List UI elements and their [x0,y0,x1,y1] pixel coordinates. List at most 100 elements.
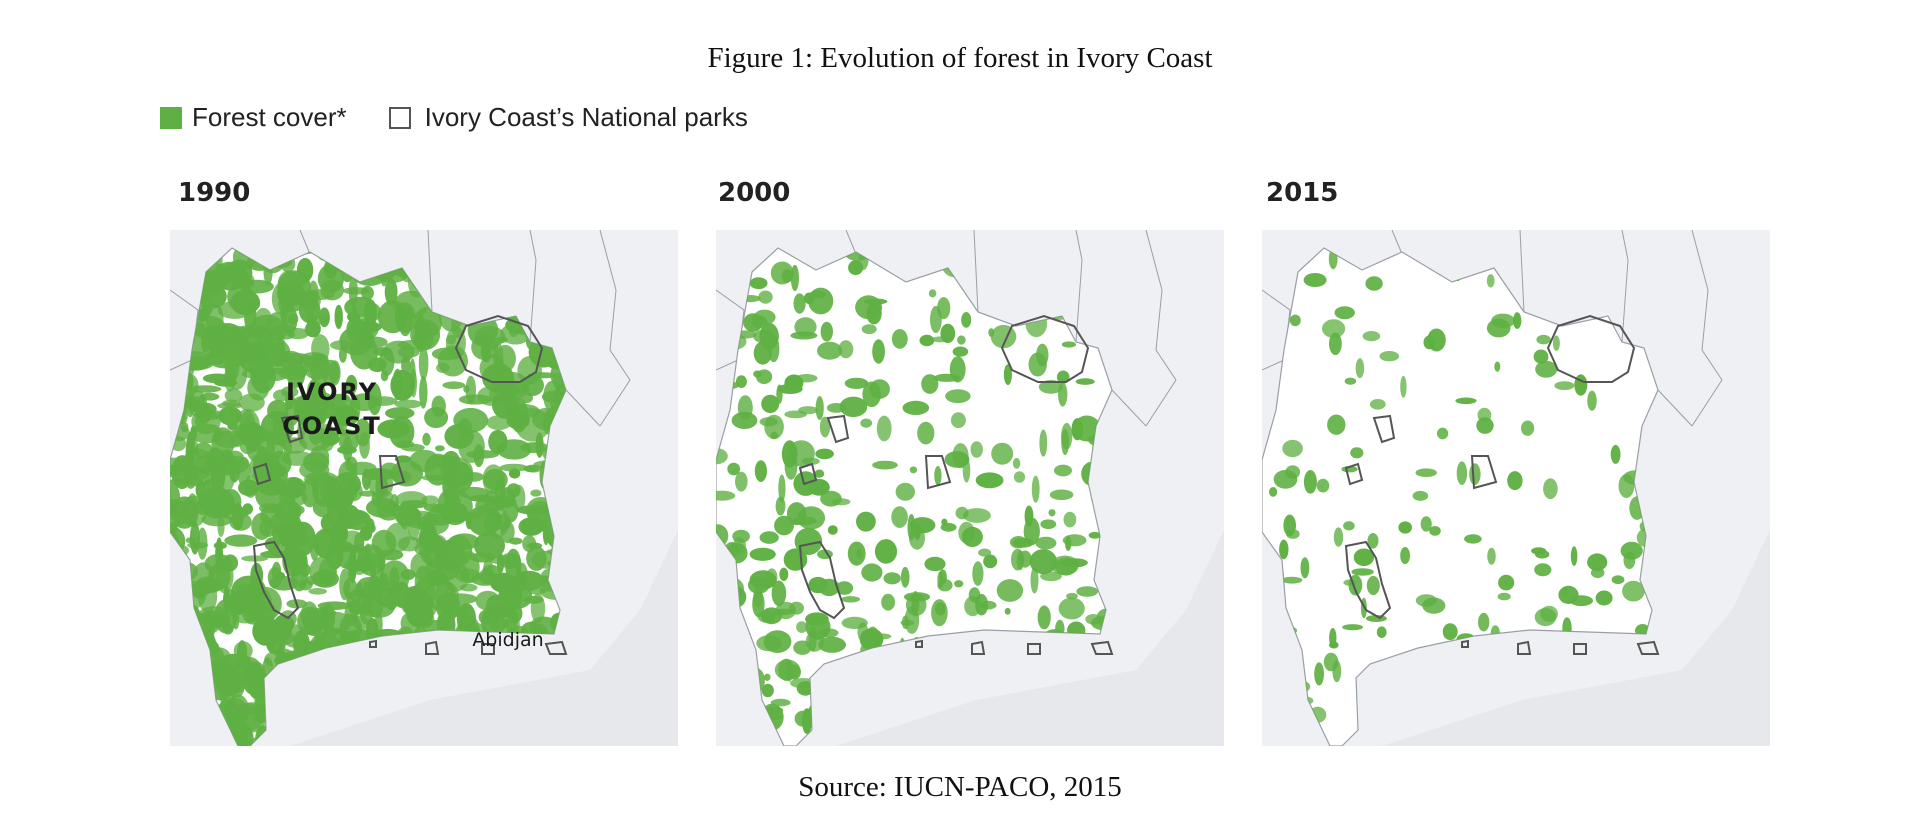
forest-patch [1303,273,1327,287]
forest-patch [413,329,434,351]
legend: Forest cover* Ivory Coast’s National par… [160,102,790,133]
forest-patch [909,517,936,534]
forest-patch [419,376,428,409]
national-park-outline [1573,643,1587,655]
forest-patch [217,516,225,537]
forest-patch [1442,623,1458,641]
forest-patch [444,423,474,449]
forest-patch [1048,509,1056,517]
national-park-outline [1461,639,1469,648]
forest-patch [819,416,831,438]
forest-patch [928,289,937,298]
national-park-outline [1372,414,1396,444]
forest-patch [395,491,428,508]
forest-patch [500,584,533,610]
forest-patch [466,450,500,459]
forest-patch [759,322,779,350]
forest-patch [1610,444,1621,464]
forest-patch [543,380,562,412]
forest-patch [170,457,184,478]
forest-swatch-icon [160,106,182,129]
forest-patch [1039,429,1048,457]
forest-patch [1028,352,1047,377]
forest-patch [970,441,983,458]
national-park-outline [425,640,440,655]
forest-patch [311,473,318,492]
forest-patch [1030,566,1039,594]
forest-patch [440,457,474,488]
forest-patch [1088,531,1101,539]
forest-patch [770,431,778,440]
forest-patch [299,352,329,367]
forest-patch [1009,536,1027,549]
forest-patch [796,621,808,633]
forest-patch [249,451,281,484]
forest-patch [930,305,942,334]
national-park-outline [915,639,923,648]
forest-patch [459,583,478,592]
forest-patch [1023,517,1040,546]
forest-patch [839,396,868,417]
forest-patch [1543,478,1558,500]
forest-patch [338,431,360,451]
forest-patch [1003,364,1012,385]
national-border [1621,230,1629,343]
forest-patch [421,474,445,481]
forest-patch [963,508,991,523]
forest-patch [881,593,895,611]
forest-patch [788,664,801,680]
forest-patch [431,395,446,417]
forest-patch [339,530,365,553]
forest-patch [350,335,378,370]
forest-patch [442,381,466,389]
forest-patch [1507,471,1523,491]
forest-patch [195,479,205,500]
forest-patch [1531,547,1547,555]
forest-patch [543,410,552,435]
forest-patch [508,537,523,545]
forest-patch [1455,397,1477,405]
forest-patch [727,462,741,476]
national-border [1691,230,1723,427]
forest-patch [1367,533,1379,549]
forest-patch [1037,605,1051,630]
forest-patch [416,578,428,595]
forest-patch [950,412,966,429]
forest-patch [1415,468,1437,477]
forest-patch [1420,516,1432,532]
forest-patch [975,593,989,616]
forest-patch [1400,375,1407,398]
forest-patch [398,306,413,337]
forest-patch [954,580,964,588]
forest-patch [332,627,339,636]
forest-patch [348,461,377,476]
forest-patch [434,551,443,584]
forest-patch [917,421,935,445]
figure-title: Figure 1: Evolution of forest in Ivory C… [707,42,1213,74]
national-park-outline [481,643,495,655]
forest-patch [518,517,544,536]
forest-patch [841,596,860,603]
forest-patch [302,615,327,631]
map-2015 [1262,230,1770,746]
forest-patch [1075,378,1095,385]
forest-patch [499,463,529,472]
forest-patch [861,563,883,582]
forest-patch [949,356,966,383]
forest-patch [198,579,218,613]
forest-patch [202,610,222,634]
legend-forest-label: Forest cover* [192,102,347,132]
national-park-outline [252,540,300,620]
forest-patch [1076,586,1099,597]
forest-patch [779,567,789,581]
forest-patch [1031,475,1040,503]
forest-patch [181,448,215,481]
forest-patch [218,406,242,426]
forest-patch [827,525,838,535]
forest-patch [749,277,768,290]
forest-patch [735,471,748,492]
forest-patch [308,398,327,430]
forest-patch [1486,318,1511,338]
national-park-outline [1344,540,1392,620]
forest-patch [855,295,883,320]
